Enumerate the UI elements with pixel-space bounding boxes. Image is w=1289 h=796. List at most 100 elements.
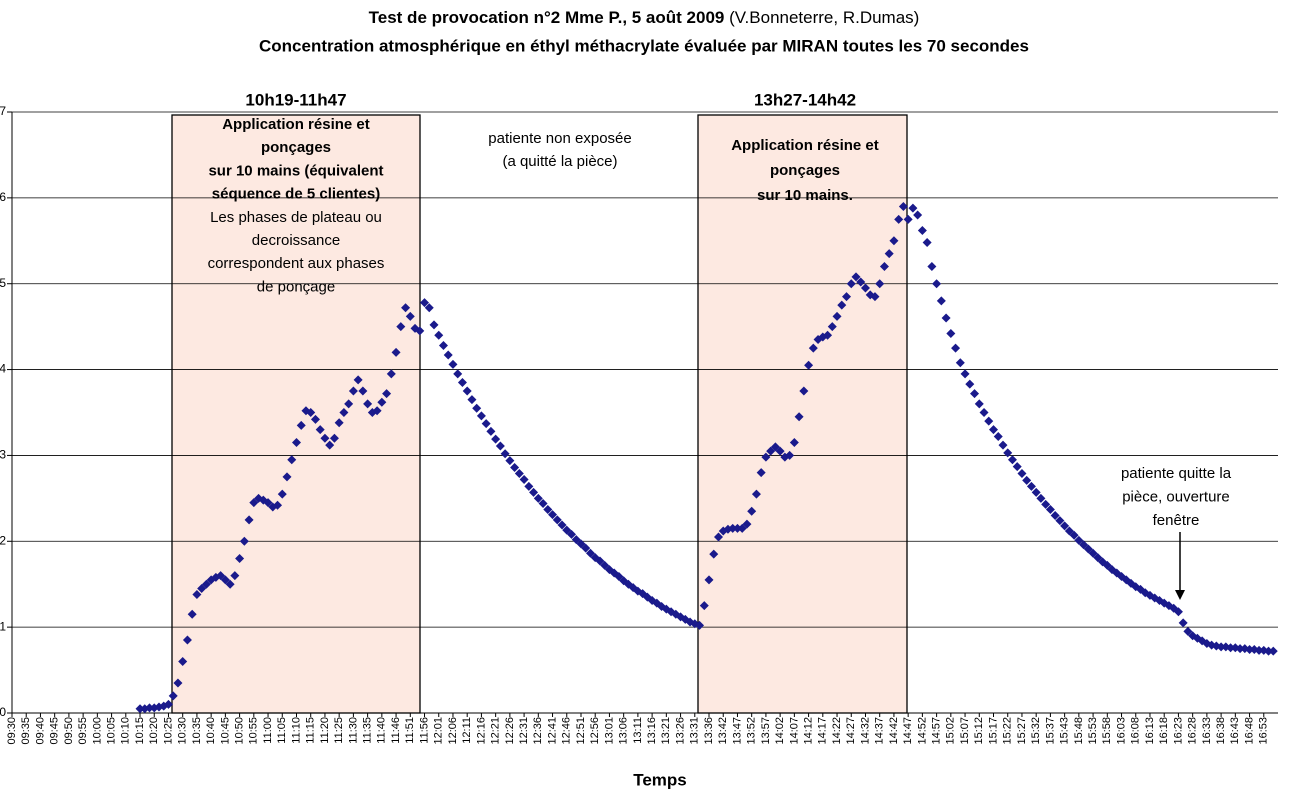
- data-point: [344, 399, 354, 409]
- x-tick-label: 13:16: [646, 717, 658, 745]
- data-point: [415, 326, 425, 336]
- x-tick-label: 14:47: [902, 717, 914, 745]
- data-point: [851, 272, 861, 282]
- data-point: [192, 590, 202, 600]
- data-point: [913, 210, 923, 220]
- data-point: [1036, 493, 1046, 503]
- data-point: [249, 498, 259, 508]
- data-point: [491, 434, 501, 444]
- data-point: [1064, 526, 1074, 536]
- y-tick-label: 3: [0, 448, 6, 462]
- x-tick-label: 13:21: [660, 717, 672, 745]
- x-tick-label: 10:35: [191, 717, 203, 745]
- period-label: 10h19-11h47: [245, 90, 346, 109]
- x-tick-label: 10:45: [219, 717, 231, 745]
- data-point: [984, 416, 994, 426]
- data-point: [737, 523, 747, 533]
- y-tick-label: 4: [0, 362, 6, 376]
- title-main: Test de provocation n°2 Mme P., 5 août 2…: [369, 8, 725, 27]
- data-point: [571, 535, 581, 545]
- x-tick-label: 16:53: [1258, 717, 1270, 745]
- x-tick-label: 10:25: [162, 717, 174, 745]
- data-point: [182, 635, 192, 645]
- x-tick-label: 16:38: [1215, 717, 1227, 745]
- data-point: [287, 455, 297, 465]
- x-tick-label: 13:52: [746, 717, 758, 745]
- data-point: [557, 520, 567, 530]
- data-point: [1055, 516, 1065, 526]
- x-tick-label: 16:08: [1130, 717, 1142, 745]
- x-tick-label: 12:51: [575, 717, 587, 745]
- x-tick-label: 15:07: [959, 717, 971, 745]
- period-label: 13h27-14h42: [754, 90, 856, 109]
- x-tick-label: 15:17: [987, 717, 999, 745]
- annotation-line: ponçages: [261, 139, 331, 156]
- x-tick-label: 12:01: [433, 717, 445, 745]
- chart-subtitle: Concentration atmosphérique en éthyl mét…: [259, 36, 1029, 55]
- x-tick-label: 15:53: [1087, 717, 1099, 745]
- data-point: [908, 203, 918, 213]
- data-point: [785, 450, 795, 460]
- data-point: [766, 446, 776, 456]
- data-point: [382, 389, 392, 399]
- data-point: [386, 369, 396, 379]
- data-point: [894, 214, 904, 224]
- x-tick-label: 13:47: [731, 717, 743, 745]
- annotation-line: patiente quitte la: [1121, 465, 1232, 482]
- data-point: [145, 703, 155, 713]
- x-tick-label: 09:40: [34, 717, 46, 745]
- x-tick-label: 13:01: [603, 717, 615, 745]
- data-point: [1069, 530, 1079, 540]
- data-point: [524, 481, 534, 491]
- data-point: [424, 303, 434, 313]
- data-point: [879, 262, 889, 272]
- data-point: [348, 386, 358, 396]
- x-tick-label: 13:26: [674, 717, 686, 745]
- data-point: [500, 449, 510, 459]
- data-point: [315, 425, 325, 435]
- data-point: [1235, 644, 1245, 654]
- x-tick-label: 14:02: [774, 717, 786, 745]
- data-point: [1079, 540, 1089, 550]
- x-tick-label: 11:56: [418, 717, 430, 744]
- annotation-line: ponçages: [770, 162, 840, 179]
- data-point: [799, 386, 809, 396]
- y-tick-label: 7: [0, 104, 6, 118]
- data-point: [979, 408, 989, 417]
- data-point: [875, 279, 885, 289]
- data-point: [789, 438, 799, 448]
- data-point: [704, 575, 714, 585]
- data-point: [201, 579, 211, 589]
- x-tick-label: 12:36: [532, 717, 544, 745]
- data-point: [1268, 646, 1278, 656]
- annotation-line: (a quitté la pièce): [502, 153, 617, 170]
- data-point: [339, 408, 349, 417]
- data-point: [1226, 643, 1236, 653]
- x-tick-label: 11:20: [319, 717, 331, 744]
- data-point: [595, 556, 605, 566]
- y-tick-label: 1: [0, 619, 6, 633]
- data-point: [870, 292, 880, 302]
- data-point: [927, 262, 937, 272]
- x-tick-label: 11:25: [333, 717, 345, 744]
- data-point: [476, 411, 486, 421]
- x-tick-label: 12:46: [561, 717, 573, 745]
- data-point: [699, 601, 709, 611]
- annotation-line: de ponçage: [257, 278, 335, 295]
- data-point: [1093, 553, 1103, 563]
- data-point: [434, 330, 444, 340]
- data-point: [197, 584, 207, 594]
- data-point: [600, 560, 610, 570]
- data-point: [936, 296, 946, 306]
- data-point: [889, 236, 899, 246]
- x-tick-label: 15:27: [1016, 717, 1028, 745]
- x-tick-label: 10:50: [234, 717, 246, 745]
- data-point: [533, 493, 543, 503]
- data-point: [562, 525, 572, 535]
- data-point: [467, 395, 477, 405]
- x-tick-label: 14:17: [817, 717, 829, 745]
- data-point: [481, 419, 491, 429]
- x-tick-label: 15:32: [1030, 717, 1042, 745]
- data-point: [1007, 455, 1017, 465]
- annotation-line: patiente non exposée: [488, 130, 631, 147]
